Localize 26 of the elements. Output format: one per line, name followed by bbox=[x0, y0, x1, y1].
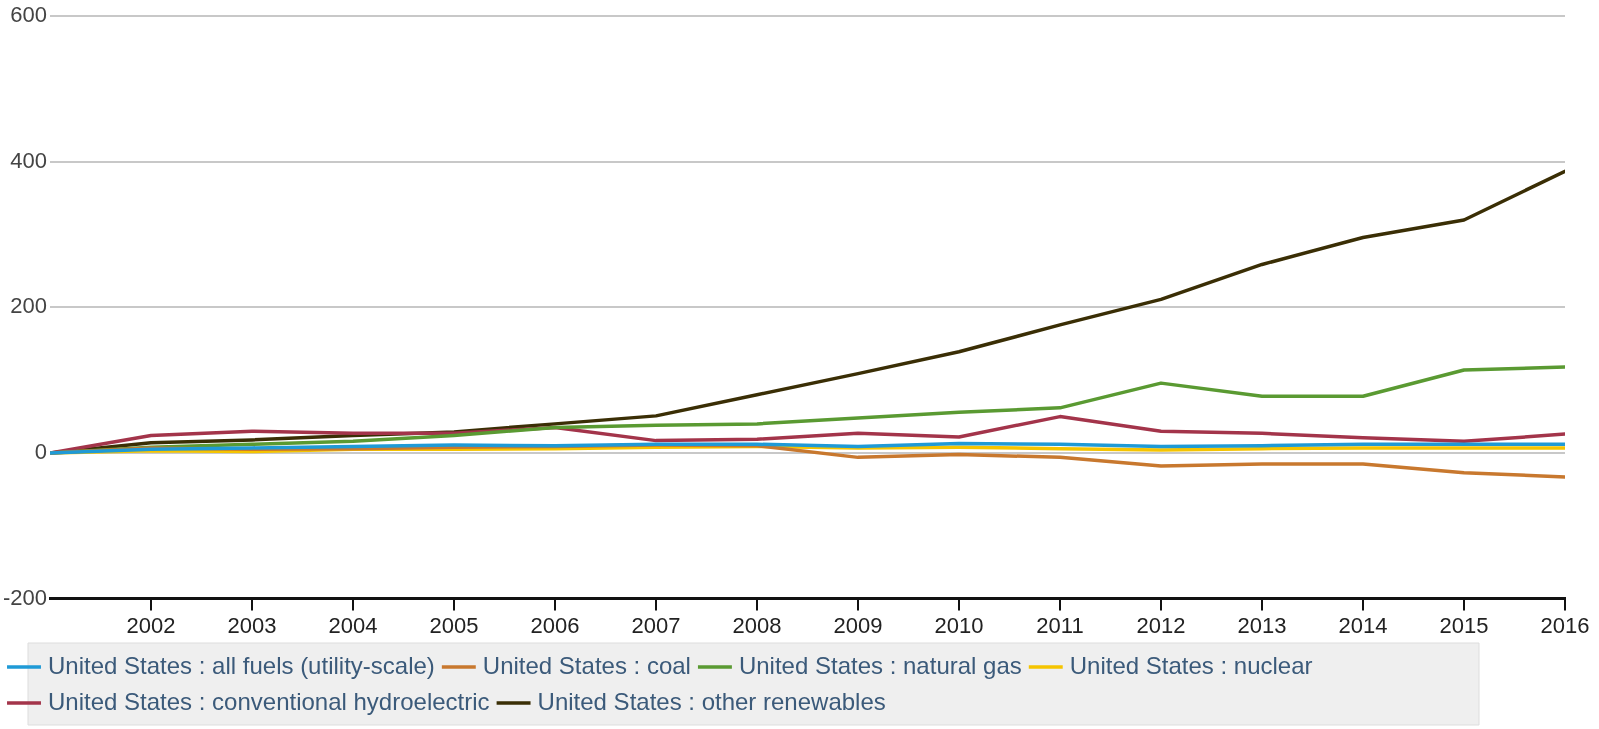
x-tick-label: 2007 bbox=[631, 612, 681, 638]
x-tick-label: 2011 bbox=[1036, 612, 1084, 638]
legend-label: United States : conventional hydroelectric bbox=[48, 687, 490, 715]
y-tick-label: 200 bbox=[10, 293, 48, 319]
x-tick-label: 2005 bbox=[429, 612, 479, 638]
x-tick-label: 2010 bbox=[934, 612, 984, 638]
x-tick-label: 2012 bbox=[1136, 612, 1186, 638]
x-tick-label: 2015 bbox=[1439, 612, 1489, 638]
x-tick-label: 2013 bbox=[1237, 612, 1287, 638]
y-tick-label: -200 bbox=[2, 584, 48, 610]
x-tick-label: 2004 bbox=[328, 612, 378, 638]
x-tick-label: 2016 bbox=[1540, 612, 1590, 638]
y-tick-label: 0 bbox=[34, 439, 48, 465]
x-tick-label: 2006 bbox=[530, 612, 580, 638]
x-tick-label: 2003 bbox=[227, 612, 277, 638]
y-tick-label: 600 bbox=[10, 2, 48, 28]
legend-label: United States : coal bbox=[482, 651, 691, 679]
x-tick-label: 2009 bbox=[833, 612, 883, 638]
y-tick-label: 400 bbox=[10, 147, 48, 173]
legend-label: United States : nuclear bbox=[1069, 651, 1313, 679]
legend-label: United States : natural gas bbox=[738, 651, 1022, 679]
x-tick-label: 2008 bbox=[732, 612, 782, 638]
legend-label: United States : all fuels (utility-scale) bbox=[48, 651, 435, 679]
legend-label: United States : other renewables bbox=[537, 687, 886, 715]
x-tick-label: 2002 bbox=[126, 612, 176, 638]
x-tick-label: 2014 bbox=[1338, 612, 1388, 638]
